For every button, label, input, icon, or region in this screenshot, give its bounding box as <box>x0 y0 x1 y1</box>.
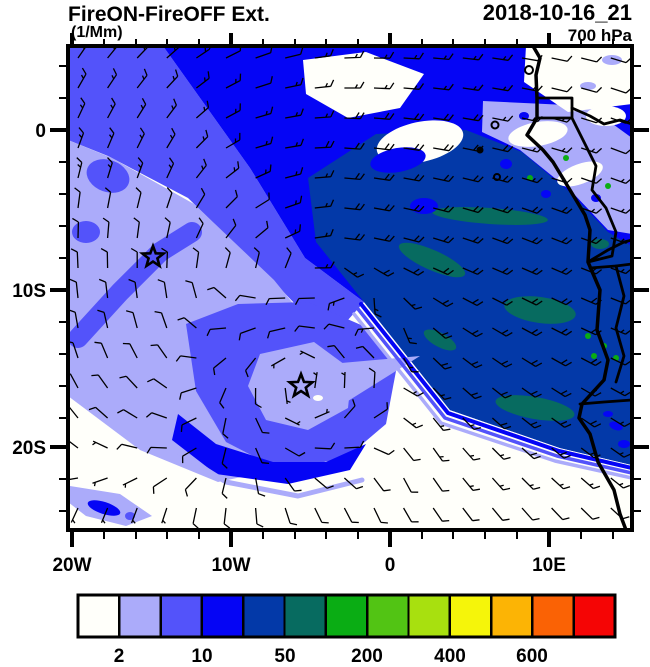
contour-teal-streak <box>591 239 609 249</box>
colorbar-label: 2 <box>114 646 125 667</box>
country-border <box>614 264 626 384</box>
colorbar-cell <box>283 593 328 639</box>
pressure-level-label: 700 hPa <box>567 26 632 45</box>
colorbar-cell <box>531 593 575 639</box>
contour-teal-streak <box>504 296 576 324</box>
contour-blue-speck <box>519 112 529 120</box>
contour-blue-speck <box>500 159 512 169</box>
island-outline <box>524 65 534 75</box>
contour-region-vortex-arc <box>172 414 366 484</box>
colorbar-cell <box>242 593 286 639</box>
geography <box>476 46 632 530</box>
colorbar-cell <box>118 593 162 639</box>
contour-teal-streak <box>423 329 457 351</box>
colorbar-label: 600 <box>516 646 548 667</box>
contour-white-speck <box>557 161 603 187</box>
y-axis-label: 20S <box>12 438 46 459</box>
colorbar-cell <box>324 593 369 639</box>
contour-violet-speck <box>125 512 135 520</box>
contour-green-speck <box>591 353 597 359</box>
contour-blue-speck <box>618 440 630 448</box>
axis-ticks <box>50 33 649 547</box>
x-axis-label: 10W <box>211 555 250 576</box>
colorbar-label: 10 <box>191 646 212 667</box>
colorbar-cell <box>76 593 121 639</box>
colorbar-cell <box>407 593 451 639</box>
contour-teal-streak <box>432 207 548 225</box>
colorbar-cell <box>159 593 204 639</box>
contour-stroke-violet-streak <box>68 222 202 348</box>
colorbar-label: 200 <box>351 646 383 667</box>
x-axis-label: 10E <box>532 555 566 576</box>
y-axis-label: 0 <box>35 121 46 142</box>
contour-blue-speck <box>541 190 551 198</box>
contour-blue-speck <box>87 500 121 516</box>
contour-lavender-speck <box>580 82 596 90</box>
colorbar <box>76 593 617 639</box>
colorbar-label: 50 <box>274 646 295 667</box>
island-outline <box>493 173 501 181</box>
contour-white-speck <box>313 395 323 401</box>
contour-green-speck <box>585 333 591 339</box>
colorbar-cell <box>200 593 245 639</box>
contour-blue-patch <box>410 198 438 214</box>
country-border <box>578 398 632 406</box>
country-border <box>570 116 618 264</box>
contour-blue-speck <box>603 411 613 417</box>
contour-lavender-speck <box>602 55 622 65</box>
contour-teal-streak <box>495 395 575 421</box>
x-axis-label: 0 <box>385 555 396 576</box>
y-axis-label: 10S <box>12 281 46 302</box>
star-marker <box>286 370 316 399</box>
contour-region-violet-band-nw <box>68 46 364 340</box>
map-contours <box>68 46 632 530</box>
colorbar-cell <box>572 593 617 639</box>
contour-stroke-fringe-lavender <box>352 312 632 480</box>
contour-blue-patch <box>370 147 426 173</box>
contour-violet-blob <box>72 221 100 243</box>
colorbar-cell <box>489 593 534 639</box>
star-marker <box>138 242 168 269</box>
colorbar-cell <box>448 593 493 639</box>
colorbar-label: 400 <box>434 646 466 667</box>
contour-region-navy-core <box>308 130 632 465</box>
contour-region-white-blob-a <box>303 52 424 118</box>
x-axis-label: 20W <box>52 555 91 576</box>
contour-stroke-arc-fringe <box>175 449 365 499</box>
contour-green-speck <box>563 155 569 161</box>
island-outline <box>476 146 484 154</box>
units-label: (1/Mm) <box>71 24 123 41</box>
contour-green-speck <box>605 183 611 189</box>
country-border <box>586 238 632 264</box>
contour-stroke-fringe-violet <box>356 307 632 475</box>
timestamp-label: 2018-10-16_21 <box>482 0 632 25</box>
country-border <box>570 106 632 126</box>
wind-barbs <box>68 46 632 529</box>
contour-white-speck <box>508 121 568 147</box>
colorbar-cell <box>365 593 410 639</box>
island-outline <box>490 120 500 130</box>
plot-title: FireON-FireOFF Ext. <box>68 3 270 26</box>
